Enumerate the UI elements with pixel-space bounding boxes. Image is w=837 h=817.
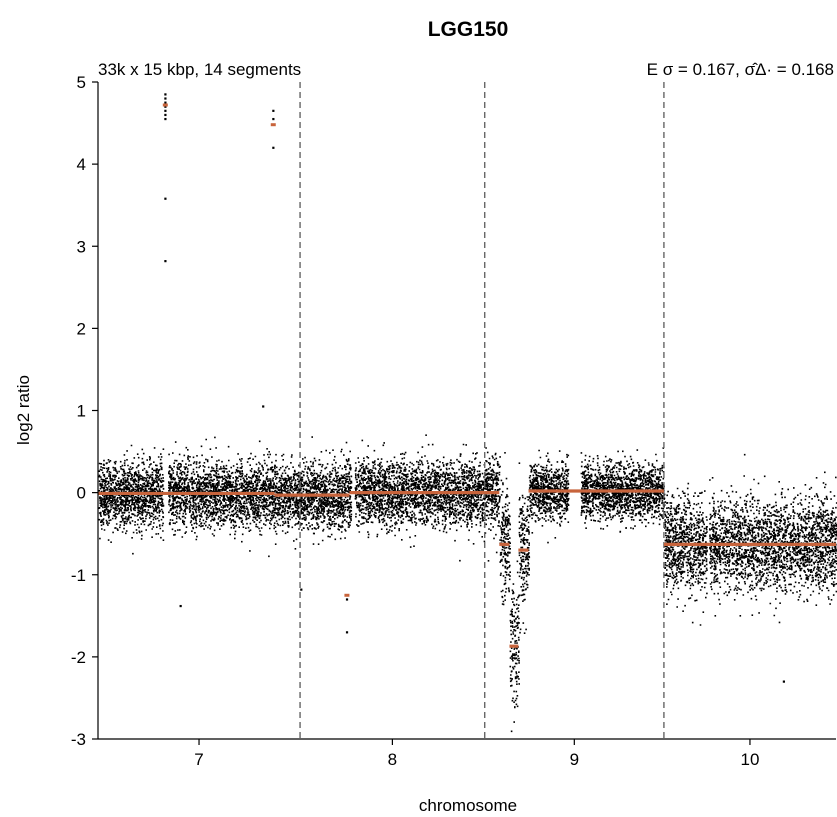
chart-subtitle-left: 33k x 15 kbp, 14 segments — [98, 60, 301, 79]
outlier-point — [164, 101, 167, 104]
data-points — [98, 93, 837, 733]
outlier-point — [164, 113, 167, 117]
outlier-point — [782, 680, 786, 683]
x-axis-label: chromosome — [419, 796, 517, 815]
outlier-point — [272, 109, 275, 112]
y-tick-label: -2 — [71, 648, 86, 667]
chromosome-boundaries — [299, 82, 665, 739]
outlier-point — [164, 109, 167, 112]
outlier-point — [164, 97, 167, 100]
y-tick-label: 0 — [77, 484, 86, 503]
chart-title: LGG150 — [428, 18, 509, 41]
x-tick-label: 10 — [740, 750, 759, 769]
outlier-point — [262, 405, 265, 408]
outlier-point — [272, 146, 275, 149]
y-tick-label: -3 — [71, 730, 86, 749]
chart-subtitle-right: E σ = 0.167, σ̂Δ· = 0.168 — [647, 60, 834, 79]
y-tick-label: 1 — [77, 402, 86, 421]
y-tick-label: 4 — [77, 155, 86, 174]
y-tick-label: 2 — [77, 319, 86, 338]
outlier-point — [164, 197, 167, 200]
outlier-point — [164, 105, 167, 108]
segment-lines — [98, 103, 836, 648]
x-tick-label: 7 — [194, 750, 203, 769]
outlier-point — [164, 260, 167, 263]
outlier-point — [164, 93, 167, 96]
x-tick-label: 9 — [570, 750, 579, 769]
y-axis-label: log2 ratio — [14, 375, 33, 445]
y-tick-label: 3 — [77, 237, 86, 256]
outlier-point — [164, 117, 167, 121]
outlier-point — [345, 631, 349, 634]
outlier-point — [300, 588, 303, 591]
point-cloud — [98, 434, 837, 733]
outlier-point — [345, 598, 349, 601]
y-tick-label: 5 — [77, 73, 86, 92]
outlier-point — [272, 117, 275, 121]
outlier-point — [179, 604, 182, 608]
y-tick-label: -1 — [71, 566, 86, 585]
x-tick-label: 8 — [388, 750, 397, 769]
